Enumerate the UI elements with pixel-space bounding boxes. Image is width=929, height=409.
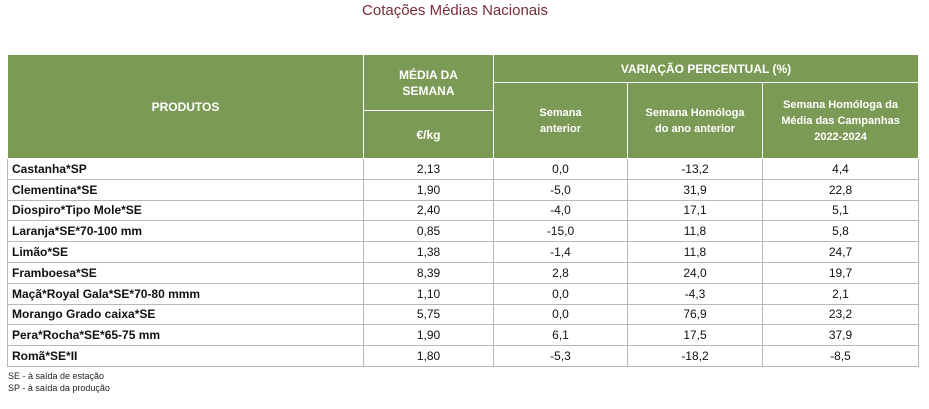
header-variation: VARIAÇÃO PERCENTUAL (%) <box>492 54 920 83</box>
value-cell: 4,4 <box>761 158 920 180</box>
table-row: Clementina*SE 1,90 -5,0 31,9 22,8 <box>7 178 920 201</box>
value-cell: 24,0 <box>627 261 763 284</box>
header-col: Semana Homóloga da Média das Campanhas 2… <box>761 82 920 159</box>
value-cell: -4,3 <box>627 282 763 305</box>
value-cell: -15,0 <box>493 220 628 243</box>
value-cell: 6,1 <box>493 324 628 347</box>
value-cell: 2,8 <box>493 261 628 284</box>
table-row: Romã*SE*II 1,80 -5,3 -18,2 -8,5 <box>7 345 920 367</box>
value-cell: 22,8 <box>761 178 920 201</box>
table-body: Castanha*SP 2,13 0,0 -13,2 4,4 Clementina*SE 1… <box>7 158 920 367</box>
value-cell: 17,1 <box>627 199 763 222</box>
value-cell: 5,75 <box>363 303 494 326</box>
value-cell: 19,7 <box>761 261 920 284</box>
table-row: Framboesa*SE 8,39 2,8 24,0 19,7 <box>7 261 920 284</box>
notes: SE - à saída de estação SP - à saída da p… <box>8 371 110 394</box>
value-cell: -13,2 <box>627 158 763 180</box>
value-cell: -18,2 <box>627 345 763 367</box>
value-cell: 24,7 <box>761 241 920 263</box>
product-name: Maçã*Royal Gala*SE*70-80 mmm <box>7 282 364 305</box>
value-cell: 0,0 <box>493 282 628 305</box>
value-cell: -5,0 <box>493 178 628 201</box>
product-name: Diospiro*Tipo Mole*SE <box>7 199 364 222</box>
value-cell: -4,0 <box>493 199 628 222</box>
note: SE - à saída de estação <box>8 371 105 381</box>
header-products: PRODUTOS <box>7 54 364 159</box>
header-weekly-mean: MÉDIA DA SEMANA <box>363 54 494 111</box>
value-cell: -8,5 <box>761 345 920 367</box>
product-name: Romã*SE*II <box>7 345 364 367</box>
value-cell: 1,38 <box>363 241 494 263</box>
product-name: Framboesa*SE <box>7 261 364 284</box>
table-row: Morango Grado caixa*SE 5,75 0,0 76,9 23,2 <box>7 303 920 326</box>
table-row: Laranja*SE*70-100 mm 0,85 -15,0 11,8 5,8 <box>7 220 920 243</box>
product-name: Morango Grado caixa*SE <box>7 303 364 326</box>
header-unit: €/kg <box>363 110 494 159</box>
product-name: Castanha*SP <box>7 158 364 180</box>
value-cell: 17,5 <box>627 324 763 347</box>
value-cell: 2,1 <box>761 282 920 305</box>
product-name: Limão*SE <box>7 241 364 263</box>
table-row: Pera*Rocha*SE*65-75 mm 1,90 6,1 17,5 37,9 <box>7 324 920 347</box>
value-cell: 0,85 <box>363 220 494 243</box>
value-cell: 0,0 <box>493 303 628 326</box>
product-name: Pera*Rocha*SE*65-75 mm <box>7 324 364 347</box>
value-cell: 1,80 <box>363 345 494 367</box>
value-cell: 5,8 <box>761 220 920 243</box>
value-cell: 2,40 <box>363 199 494 222</box>
value-cell: 76,9 <box>627 303 763 326</box>
value-cell: 1,10 <box>363 282 494 305</box>
product-name: Clementina*SE <box>7 178 364 201</box>
header-col: Semana Homóloga do ano anterior <box>627 82 763 159</box>
value-cell: 2,13 <box>363 158 494 180</box>
price-table: PRODUTOS MÉDIA DA SEMANA VARIAÇÃO PERCEN… <box>7 54 920 367</box>
table-row: Diospiro*Tipo Mole*SE 2,40 -4,0 17,1 5,1 <box>7 199 920 222</box>
table-row: Limão*SE 1,38 -1,4 11,8 24,7 <box>7 241 920 263</box>
table-row: Maçã*Royal Gala*SE*70-80 mmm 1,10 0,0 -4,3 2… <box>7 282 920 305</box>
product-name: Laranja*SE*70-100 mm <box>7 220 364 243</box>
note: SP - à saída da produção <box>8 382 110 393</box>
title: Cotações Médias Nacionais <box>362 2 548 19</box>
value-cell: -1,4 <box>493 241 628 263</box>
value-cell: 5,1 <box>761 199 920 222</box>
value-cell: 31,9 <box>627 178 763 201</box>
header-col: Semana anterior <box>493 82 628 159</box>
value-cell: 1,90 <box>363 178 494 201</box>
value-cell: 1,90 <box>363 324 494 347</box>
table-row: Castanha*SP 2,13 0,0 -13,2 4,4 <box>7 158 920 180</box>
value-cell: -5,3 <box>493 345 628 367</box>
value-cell: 8,39 <box>363 261 494 284</box>
value-cell: 37,9 <box>761 324 920 347</box>
value-cell: 0,0 <box>493 158 628 180</box>
value-cell: 11,8 <box>627 220 763 243</box>
value-cell: 23,2 <box>761 303 920 326</box>
value-cell: 11,8 <box>627 241 763 263</box>
